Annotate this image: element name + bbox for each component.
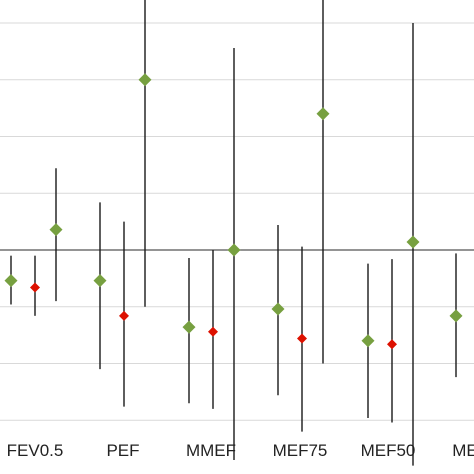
x-tick-label: PEF (106, 441, 139, 460)
green-diamond-marker (227, 243, 241, 257)
error-bars (10, 0, 457, 466)
green-diamond-marker (316, 107, 330, 121)
green-diamond-marker (449, 309, 463, 323)
x-tick-label: ME (452, 441, 474, 460)
data-markers (4, 73, 463, 350)
gridlines (0, 22, 474, 421)
red-diamond-marker (297, 333, 307, 344)
red-diamond-marker (119, 310, 129, 321)
green-diamond-marker (271, 302, 285, 316)
green-diamond-marker (138, 73, 152, 87)
green-diamond-marker (4, 274, 18, 288)
red-diamond-marker (387, 339, 397, 350)
green-diamond-marker (49, 223, 63, 237)
green-diamond-marker (93, 274, 107, 288)
red-diamond-marker (208, 326, 218, 337)
green-diamond-marker (406, 235, 420, 249)
x-tick-label: FEV0.5 (7, 441, 64, 460)
green-diamond-marker (361, 334, 375, 348)
x-tick-label: MEF75 (273, 441, 328, 460)
x-tick-label: MEF50 (361, 441, 416, 460)
x-axis-tick-labels: FEV0.5 PEF MMEF MEF75 MEF50 ME (7, 441, 474, 460)
green-diamond-marker (182, 320, 196, 334)
x-tick-label: MMEF (186, 441, 236, 460)
red-diamond-marker (30, 282, 40, 293)
